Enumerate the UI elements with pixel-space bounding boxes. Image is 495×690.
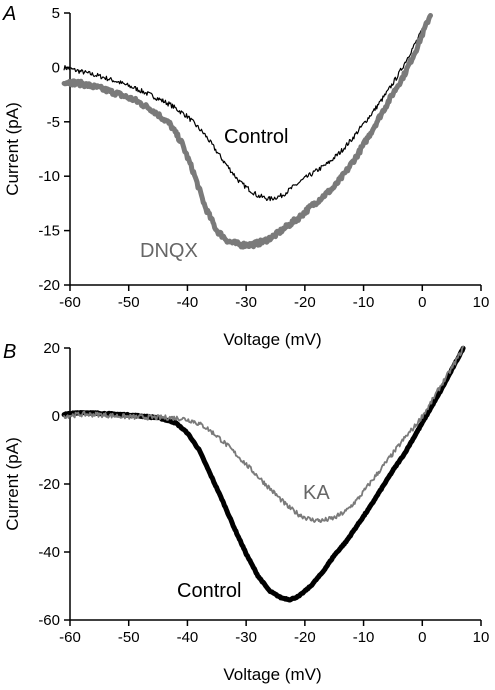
series-line-ka xyxy=(63,345,465,523)
y-tick-label: -20 xyxy=(38,277,60,294)
curve-label-control: Control xyxy=(177,580,241,602)
x-tick-label: -30 xyxy=(235,294,257,311)
y-tick-label: 0 xyxy=(52,408,60,425)
x-tick-label: -30 xyxy=(235,629,257,646)
x-tick-label: 10 xyxy=(473,629,490,646)
x-tick-label: 0 xyxy=(418,629,426,646)
curve-label-ka: KA xyxy=(303,482,330,504)
x-tick-label: -50 xyxy=(118,629,140,646)
x-tick-label: -60 xyxy=(59,629,81,646)
y-tick-label: -5 xyxy=(47,114,60,131)
x-tick-label: -40 xyxy=(177,294,199,311)
y-tick-label: -60 xyxy=(38,612,60,629)
series-line-dnqx xyxy=(61,13,433,250)
x-tick-label: -20 xyxy=(294,294,316,311)
y-tick-label: 0 xyxy=(52,59,60,76)
x-tick-label: -40 xyxy=(177,629,199,646)
x-tick-label: -20 xyxy=(294,629,316,646)
y-tick-label: -40 xyxy=(38,544,60,561)
y-tick-label: 20 xyxy=(43,340,60,357)
y-tick-label: 5 xyxy=(52,5,60,22)
y-tick-label: -20 xyxy=(38,476,60,493)
x-tick-label: 0 xyxy=(418,294,426,311)
panel-letter: B xyxy=(3,341,16,363)
panel-letter: A xyxy=(2,3,16,25)
y-tick-label: -10 xyxy=(38,168,60,185)
x-axis-label: Voltage (mV) xyxy=(223,330,321,349)
curve-label-control: Control xyxy=(224,126,288,148)
x-tick-label: -50 xyxy=(118,294,140,311)
x-tick-label: -60 xyxy=(59,294,81,311)
y-tick-label: -15 xyxy=(38,223,60,240)
x-axis-label: Voltage (mV) xyxy=(223,665,321,684)
curve-label-dnqx: DNQX xyxy=(140,240,198,262)
x-tick-label: -10 xyxy=(353,629,375,646)
y-axis-label: Current (pA) xyxy=(3,437,22,531)
series-line-control xyxy=(63,13,432,202)
y-axis-label: Current (pA) xyxy=(3,102,22,196)
series-line-control xyxy=(61,345,466,603)
x-tick-label: -10 xyxy=(353,294,375,311)
x-tick-label: 10 xyxy=(473,294,490,311)
